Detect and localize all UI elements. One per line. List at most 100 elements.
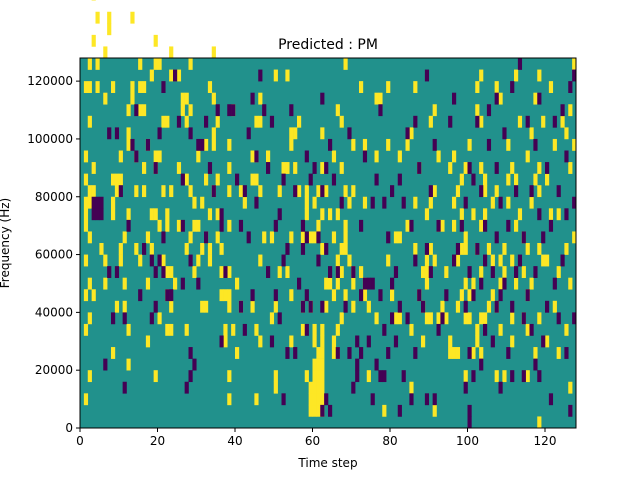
heatmap-cell-high xyxy=(91,289,96,302)
heatmap-cell-low xyxy=(114,127,120,140)
heatmap-cell-low xyxy=(300,243,306,255)
heatmap-cell-high xyxy=(312,231,317,244)
heatmap-cell-high xyxy=(409,381,414,394)
heatmap-cell-high xyxy=(362,138,368,151)
heatmap-cell-high xyxy=(273,370,278,383)
heatmap-cell-high xyxy=(87,58,92,70)
heatmap-cell-low xyxy=(196,277,201,290)
heatmap-cell-high xyxy=(285,69,290,82)
heatmap-cell-high xyxy=(537,69,542,82)
heatmap-cell-low xyxy=(440,312,445,325)
heatmap-cell-low xyxy=(370,393,375,406)
heatmap-cell-low xyxy=(320,404,325,417)
heatmap-cell-high xyxy=(111,81,116,93)
heatmap-cell-low xyxy=(510,81,515,93)
heatmap-cell-high xyxy=(83,219,89,232)
heatmap-cell-high xyxy=(339,162,344,174)
heatmap-cell-low xyxy=(370,196,375,209)
heatmap-cell-high xyxy=(126,208,131,221)
heatmap-cell-high xyxy=(235,277,240,290)
heatmap-cell-high xyxy=(506,138,511,151)
heatmap-cell-low xyxy=(192,358,197,371)
heatmap-cell-high xyxy=(227,162,232,174)
heatmap-cell-high xyxy=(386,138,391,151)
heatmap-cell-low xyxy=(494,162,499,174)
heatmap-cell-high xyxy=(107,11,112,24)
heatmap-cell-high xyxy=(87,231,92,244)
heatmap-cell-low xyxy=(293,347,298,359)
heatmap-cell-low xyxy=(153,300,158,313)
heatmap-cell-high xyxy=(483,208,488,221)
heatmap-cell-high xyxy=(87,81,92,93)
heatmap-cell-high xyxy=(502,266,507,278)
heatmap-cell-low xyxy=(382,370,387,383)
heatmap-cell-high xyxy=(529,127,534,140)
heatmap-cell-high xyxy=(537,312,542,325)
heatmap-cell-high xyxy=(169,46,174,59)
heatmap-cell-high xyxy=(157,219,162,232)
heatmap-cell-high xyxy=(479,312,484,325)
heatmap-cell-high xyxy=(479,115,484,128)
heatmap-cell-high xyxy=(320,393,325,406)
heatmap-cell-high xyxy=(118,173,123,186)
heatmap-cell-high xyxy=(335,323,340,336)
chart-title: Predicted : PM xyxy=(278,37,378,53)
heatmap-cell-high xyxy=(254,173,259,186)
heatmap-cell-high xyxy=(223,289,228,302)
heatmap-cell-high xyxy=(169,323,174,336)
heatmap-cell-low xyxy=(331,173,337,186)
heatmap-cell-high xyxy=(87,196,92,209)
heatmap-cell-high xyxy=(506,196,511,209)
heatmap-cell-low xyxy=(142,243,147,255)
heatmap-cell-low xyxy=(393,335,399,348)
heatmap-cell-low xyxy=(273,219,278,232)
heatmap-cell-high xyxy=(413,81,418,93)
heatmap-cell-high xyxy=(269,312,275,325)
heatmap-cell-high xyxy=(533,92,538,105)
heatmap-cell-high xyxy=(479,266,484,278)
heatmap-cell-high xyxy=(459,208,464,221)
heatmap-cell-low xyxy=(246,231,251,244)
heatmap-cell-low xyxy=(316,254,321,267)
heatmap-cell-low xyxy=(366,277,371,290)
heatmap-cell-high xyxy=(312,381,317,394)
heatmap-cell-high xyxy=(238,185,244,198)
heatmap-cell-high xyxy=(448,347,453,359)
heatmap-cell-high xyxy=(339,266,344,278)
heatmap-cell-high xyxy=(83,196,89,209)
heatmap-cell-high xyxy=(258,115,263,128)
heatmap-cell-high xyxy=(432,104,437,117)
heatmap-cell-high xyxy=(502,370,507,383)
heatmap-cell-low xyxy=(238,219,244,232)
heatmap-cell-high xyxy=(308,393,313,406)
heatmap-cell-high xyxy=(393,231,399,244)
heatmap-cell-high xyxy=(452,347,457,359)
heatmap-cell-low xyxy=(463,196,468,209)
heatmap-cell-low xyxy=(200,138,205,151)
heatmap-cell-high xyxy=(483,185,488,198)
heatmap-cell-low xyxy=(281,254,286,267)
heatmap-cell-low xyxy=(99,196,104,209)
heatmap-cell-low xyxy=(475,243,480,255)
heatmap-cell-high xyxy=(335,277,340,290)
heatmap-cell-high xyxy=(258,335,263,348)
heatmap-cell-low xyxy=(390,277,395,290)
heatmap-cell-low xyxy=(525,289,530,302)
heatmap-cell-high xyxy=(335,254,340,267)
heatmap-cell-high xyxy=(308,381,313,394)
heatmap-cell-high xyxy=(118,243,123,255)
heatmap-cell-high xyxy=(250,150,255,163)
heatmap-cell-high xyxy=(165,219,170,232)
heatmap-cell-low xyxy=(382,323,387,336)
heatmap-cell-low xyxy=(99,208,104,221)
heatmap-cell-high xyxy=(463,312,468,325)
heatmap-cell-high xyxy=(134,185,139,198)
heatmap-cell-high xyxy=(351,185,356,198)
heatmap-cell-high xyxy=(153,208,158,221)
heatmap-cell-high xyxy=(254,323,259,336)
heatmap-cell-high xyxy=(169,69,174,82)
heatmap-cell-high xyxy=(455,254,461,267)
heatmap-cell-low xyxy=(413,254,418,267)
heatmap-cell-high xyxy=(200,300,205,313)
